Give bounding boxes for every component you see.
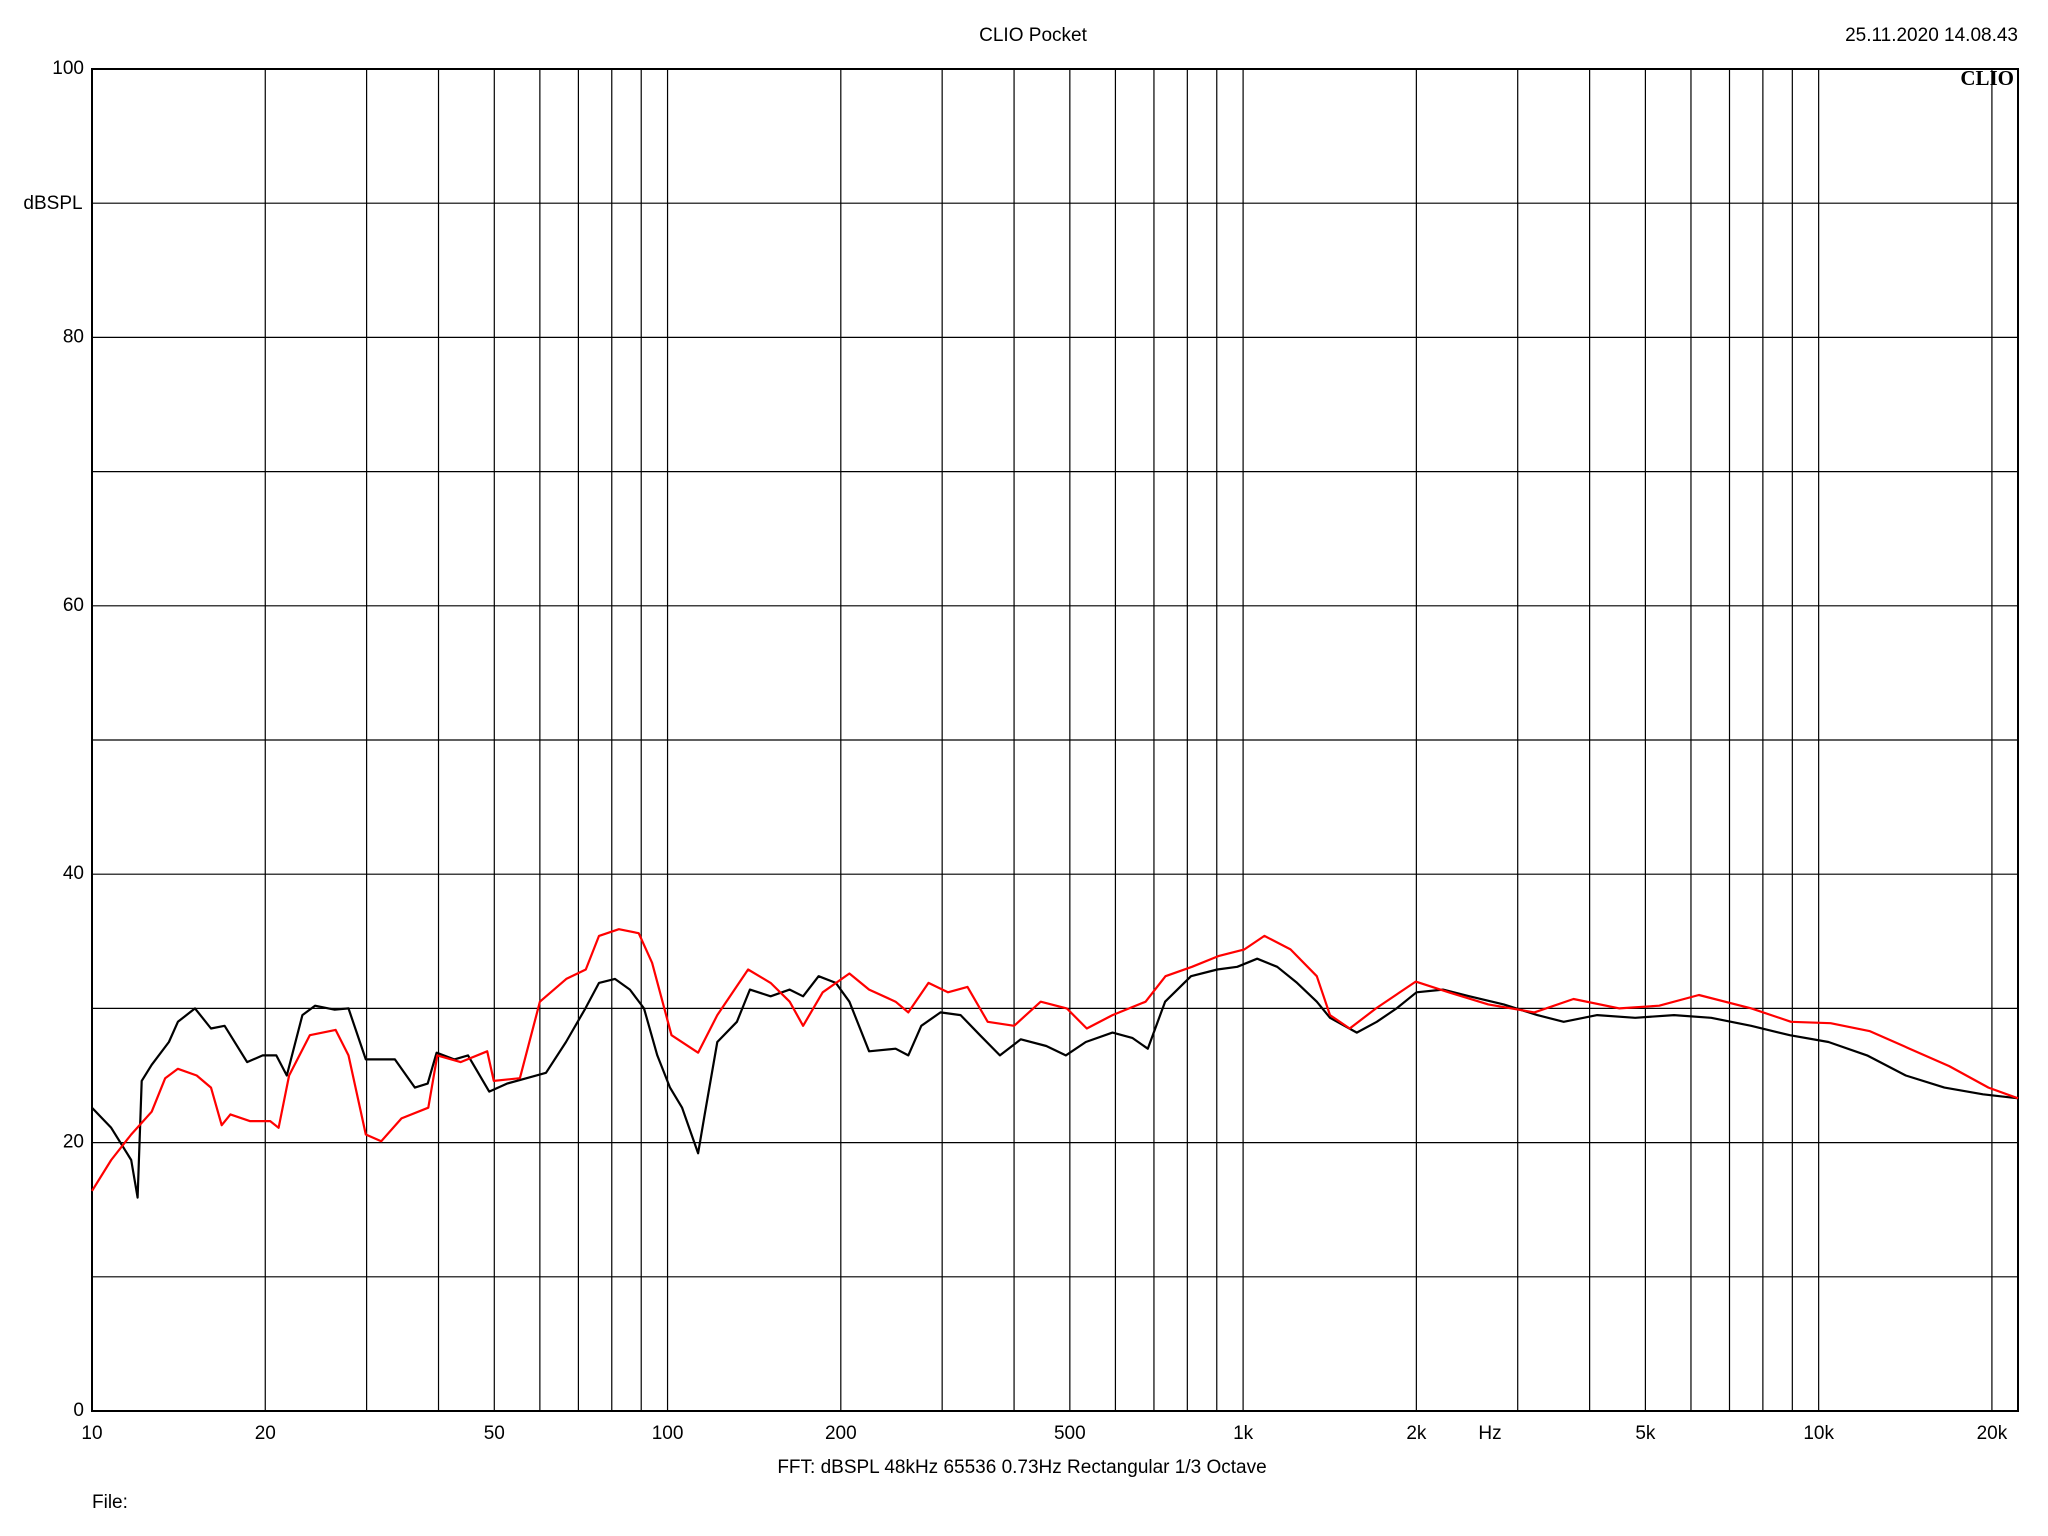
y-tick-label: 60 [63,595,84,616]
timestamp: 25.11.2020 14.08.43 [1845,25,2018,46]
x-tick-label: 10 [81,1423,102,1444]
y-tick-label: 20 [63,1132,84,1153]
y-tick-label: 40 [63,863,84,884]
y-tick-label: 0 [73,1400,84,1421]
x-tick-label: 500 [1054,1423,1086,1444]
x-tick-label: 200 [825,1423,857,1444]
series-line [91,957,2019,1199]
plot-frame [91,68,2019,1412]
logo: CLIO [1960,66,2014,90]
x-tick-label: 50 [484,1423,505,1444]
y-axis-label: dBSPL [23,193,82,214]
chart-title: CLIO Pocket [979,25,1087,46]
x-tick-label: 20 [255,1423,276,1444]
x-tick-label: 10k [1803,1423,1834,1444]
x-tick-label: 5k [1635,1423,1656,1444]
x-tick-label: 100 [652,1423,684,1444]
file-label: File: [92,1492,128,1513]
x-axis-label: Hz [1478,1423,1501,1444]
x-tick-label: 1k [1233,1423,1254,1444]
series-line [91,928,2019,1192]
x-tick-label: 2k [1406,1423,1427,1444]
x-tick-label: 20k [1977,1423,2008,1444]
footer: FFT: dBSPL 48kHz 65536 0.73Hz Rectangula… [777,1457,1266,1478]
y-tick-label: 100 [52,58,84,79]
y-tick-label: 80 [63,326,84,347]
